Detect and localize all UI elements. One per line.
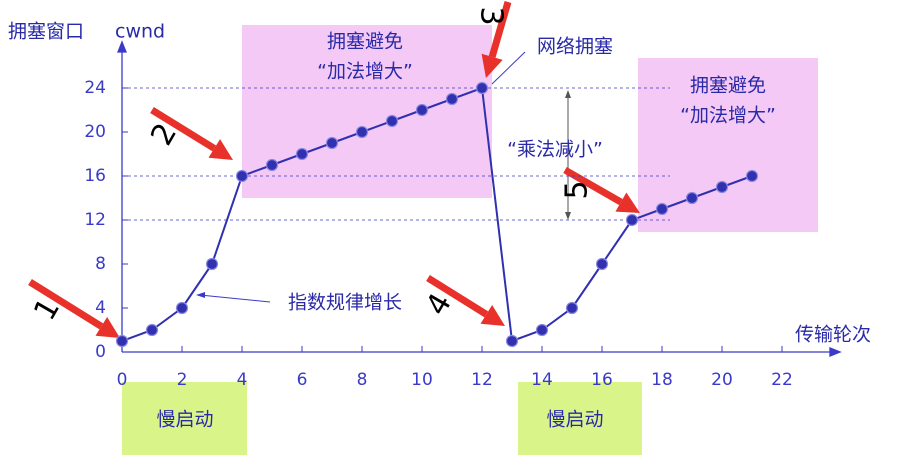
x-tick-label: 12 <box>471 370 493 390</box>
point <box>565 301 579 315</box>
arrow-shaft <box>426 275 489 318</box>
point <box>625 213 639 227</box>
y-tick-label: 20 <box>84 122 106 142</box>
step-number: 5 <box>560 180 595 199</box>
point <box>415 103 429 117</box>
annotation: “加法增大” <box>317 61 413 83</box>
point <box>445 92 459 106</box>
avoidance-box <box>638 58 818 232</box>
axes <box>117 40 842 357</box>
x-tick-label: 4 <box>237 370 248 390</box>
arrow-shaft <box>488 1 512 58</box>
point <box>175 301 189 315</box>
y-unit: cwnd <box>115 21 165 43</box>
red-arrows <box>28 1 640 338</box>
point <box>265 158 279 172</box>
annotation: 指数规律增长 <box>288 292 402 314</box>
slow-start-box <box>122 382 247 455</box>
y-label: 拥塞窗口 <box>8 21 84 43</box>
x-label: 传输轮次 <box>795 324 871 346</box>
x-tick-label: 14 <box>531 370 553 390</box>
point <box>355 125 369 139</box>
arrow-shaft <box>28 279 104 330</box>
x-tick-label: 0 <box>117 370 128 390</box>
point <box>115 334 129 348</box>
arrow-shaft <box>150 107 217 152</box>
point <box>145 323 159 337</box>
arrow-head <box>480 305 505 326</box>
y-tick-label: 24 <box>84 78 106 98</box>
y-tick-label: 0 <box>95 342 106 362</box>
x-tick-label: 16 <box>591 370 613 390</box>
x-tick-label: 18 <box>651 370 673 390</box>
annotation: 拥塞避免 <box>690 75 766 97</box>
point <box>745 169 759 183</box>
point <box>385 114 399 128</box>
arrow-head <box>615 192 640 213</box>
point <box>325 136 339 150</box>
x-tick-label: 20 <box>711 370 733 390</box>
x-tick-label: 8 <box>357 370 368 390</box>
step-number: 3 <box>474 6 509 25</box>
x-tick-label: 22 <box>771 370 793 390</box>
arrow-head <box>208 139 233 160</box>
slow-start-box <box>518 382 642 455</box>
point <box>205 257 219 271</box>
point <box>475 81 489 95</box>
y-tick-label: 16 <box>84 166 106 186</box>
annotation: “加法增大” <box>680 105 776 127</box>
point <box>535 323 549 337</box>
y-tick-label: 12 <box>84 210 106 230</box>
annotation: 拥塞避免 <box>327 31 403 53</box>
arrow-shaft <box>563 166 623 206</box>
annotation: 慢启动 <box>156 409 213 431</box>
arrow-head <box>481 53 503 78</box>
annotation: “乘法减小” <box>507 139 603 161</box>
point <box>235 169 249 183</box>
series-line <box>121 86 753 343</box>
annotation: 网络拥塞 <box>537 36 613 58</box>
annotation: 慢启动 <box>546 409 603 431</box>
point <box>505 334 519 348</box>
y-tick-label: 4 <box>95 298 106 318</box>
avoidance-box <box>242 25 492 198</box>
arrow-head <box>95 317 120 338</box>
point <box>715 180 729 194</box>
point <box>655 202 669 216</box>
point <box>685 191 699 205</box>
x-tick-label: 10 <box>411 370 433 390</box>
x-tick-label: 6 <box>297 370 308 390</box>
point <box>295 147 309 161</box>
x-tick-label: 2 <box>177 370 188 390</box>
y-tick-label: 8 <box>95 254 106 274</box>
point <box>595 257 609 271</box>
